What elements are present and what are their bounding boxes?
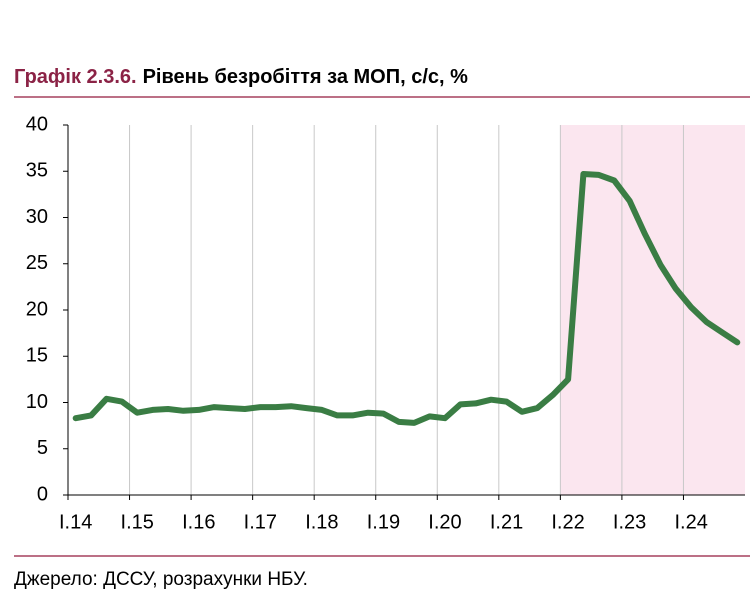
x-tick-label: I.21 bbox=[490, 511, 523, 533]
forecast-shade bbox=[560, 125, 745, 495]
title-label: Графік 2.3.6. bbox=[14, 66, 137, 88]
x-tick-label: I.24 bbox=[674, 511, 707, 533]
x-tick-label: I.16 bbox=[182, 511, 215, 533]
y-tick-label: 35 bbox=[26, 160, 48, 182]
series-line bbox=[72, 171, 741, 426]
x-tick-label: I.17 bbox=[244, 511, 277, 533]
source: Джерело: ДССУ, розрахунки НБУ. bbox=[14, 569, 308, 590]
x-tick-label: I.22 bbox=[551, 511, 584, 533]
x-tick-label: I.20 bbox=[428, 511, 461, 533]
chart-title: Графік 2.3.6. Рівень безробіття за МОП, с… bbox=[14, 66, 468, 88]
title-text: Рівень безробіття за МОП, с/с, % bbox=[143, 66, 469, 88]
y-tick-label: 5 bbox=[37, 437, 48, 459]
y-tick-label: 0 bbox=[37, 483, 48, 505]
x-tick-label: I.15 bbox=[121, 511, 154, 533]
y-tick-label: 20 bbox=[26, 298, 48, 320]
x-tick-label: I.23 bbox=[613, 511, 646, 533]
y-tick-label: 25 bbox=[26, 252, 48, 274]
x-tick-label: I.14 bbox=[59, 511, 92, 533]
x-tick-label: I.18 bbox=[305, 511, 338, 533]
y-tick-label: 30 bbox=[26, 206, 48, 228]
y-tick-label: 40 bbox=[26, 113, 48, 135]
y-tick-label: 15 bbox=[26, 345, 48, 367]
x-tick-label: I.19 bbox=[367, 511, 400, 533]
y-tick-label: 10 bbox=[26, 391, 48, 413]
